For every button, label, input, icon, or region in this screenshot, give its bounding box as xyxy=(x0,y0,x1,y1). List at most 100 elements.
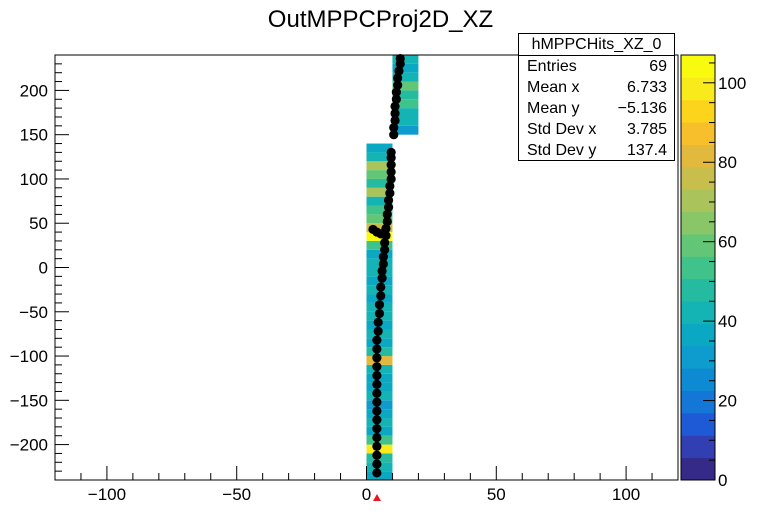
palette-step xyxy=(681,323,715,347)
hit-point xyxy=(385,181,395,191)
z-tick-label: 20 xyxy=(718,392,737,411)
heatmap-bin xyxy=(366,205,393,215)
x-axis: −100 −50 0 50 100 xyxy=(54,466,679,504)
palette-step xyxy=(681,345,715,369)
hit-point xyxy=(390,115,400,126)
y-tick-label: 200 xyxy=(20,81,48,100)
heatmap-bin xyxy=(392,55,419,64)
hit-point xyxy=(373,326,383,336)
y-tick-label: 100 xyxy=(20,170,48,189)
palette-step xyxy=(681,301,715,324)
palette-step xyxy=(681,368,715,392)
hit-point xyxy=(372,450,382,460)
stats-value: 137.4 xyxy=(626,142,667,159)
palette-step xyxy=(681,122,715,145)
y-axis: −200 −150 −100 −50 0 50 100 150 200 xyxy=(10,54,69,481)
z-tick-label: 60 xyxy=(718,233,737,252)
hit-point xyxy=(389,130,399,140)
heatmap-bin xyxy=(366,152,393,162)
heatmap-bin xyxy=(366,223,393,233)
palette-step xyxy=(681,435,715,459)
heatmap-bin xyxy=(366,143,393,153)
x-tick-label: −50 xyxy=(222,485,251,504)
stats-row-stddev-y: Std Dev y 137.4 xyxy=(519,140,674,161)
hit-point xyxy=(383,202,394,212)
heatmap-bin xyxy=(366,161,393,171)
palette-step xyxy=(681,390,715,414)
hit-point xyxy=(372,335,382,345)
hit-point xyxy=(373,317,383,327)
hit-point xyxy=(391,87,401,97)
stats-label: Std Dev x xyxy=(527,121,597,138)
hit-point xyxy=(372,432,382,443)
hit-point xyxy=(372,353,382,363)
hit-point xyxy=(372,468,382,478)
hit-point xyxy=(386,147,396,157)
heatmap-bin xyxy=(392,63,419,73)
palette-step xyxy=(681,77,715,101)
palette-step xyxy=(681,457,715,481)
y-tick-label: 50 xyxy=(29,214,48,233)
palette-step xyxy=(681,55,715,78)
hit-point xyxy=(380,245,390,255)
palette-step xyxy=(681,256,715,280)
hit-point xyxy=(382,209,392,219)
hit-point xyxy=(386,160,396,170)
stats-row-entries: Entries 69 xyxy=(519,56,674,77)
hit-point xyxy=(377,266,387,276)
heatmap-bin xyxy=(392,99,419,109)
x-tick-label: −100 xyxy=(88,485,126,504)
hit-point xyxy=(372,406,382,416)
heatmap-bin xyxy=(392,108,419,117)
stats-box: hMPPCHits_XZ_0 Entries 69 Mean x 6.733 Mea… xyxy=(518,33,675,161)
hit-point xyxy=(393,73,403,83)
stats-label: Std Dev y xyxy=(527,142,597,159)
marker-triangle xyxy=(373,494,381,501)
hit-point xyxy=(390,108,400,119)
hit-point xyxy=(394,66,404,76)
hit-point xyxy=(376,282,386,292)
hit-point xyxy=(382,216,392,227)
y-tick-label: −150 xyxy=(10,391,48,410)
palette-step xyxy=(681,189,715,213)
z-tick-label: 40 xyxy=(718,312,737,331)
palette-step xyxy=(681,233,715,257)
palette-step xyxy=(681,412,715,436)
color-palette xyxy=(680,54,716,481)
y-tick-label: 0 xyxy=(39,259,48,278)
stats-label: Mean y xyxy=(527,100,580,117)
heatmap-bin xyxy=(366,196,393,206)
hit-point xyxy=(372,441,382,451)
hit-point xyxy=(372,459,382,469)
y-tick-label: 150 xyxy=(20,126,48,145)
hit-point xyxy=(393,80,403,90)
stats-label: Entries xyxy=(527,58,577,75)
stats-label: Mean x xyxy=(527,79,580,96)
palette-frame xyxy=(680,54,716,481)
hit-point xyxy=(391,94,401,104)
z-tick-label: 80 xyxy=(718,153,737,172)
hit-point xyxy=(372,370,382,381)
hit-point xyxy=(380,238,390,248)
hit-point xyxy=(372,362,382,372)
stats-row-stddev-x: Std Dev x 3.785 xyxy=(519,119,674,140)
x-tick-label: 100 xyxy=(612,485,640,504)
z-axis: 0 20 40 60 80 100 xyxy=(703,62,746,490)
hit-point xyxy=(372,379,382,389)
hit-point xyxy=(386,167,396,177)
palette-step xyxy=(681,211,715,235)
hit-point xyxy=(377,273,387,283)
z-tick-label: 100 xyxy=(718,74,746,93)
heatmap-bin xyxy=(392,72,419,82)
palette-step xyxy=(681,278,715,302)
stats-row-mean-y: Mean y −5.136 xyxy=(519,98,674,119)
heatmap-bin xyxy=(366,240,393,250)
y-tick-label: −50 xyxy=(19,303,48,322)
z-tick-label: 0 xyxy=(718,471,727,490)
heatmap-bin xyxy=(366,170,393,179)
heatmap-bin xyxy=(392,90,419,100)
palette-step xyxy=(681,144,715,168)
heatmap-bin xyxy=(366,214,393,224)
stats-value: 6.733 xyxy=(626,79,667,96)
